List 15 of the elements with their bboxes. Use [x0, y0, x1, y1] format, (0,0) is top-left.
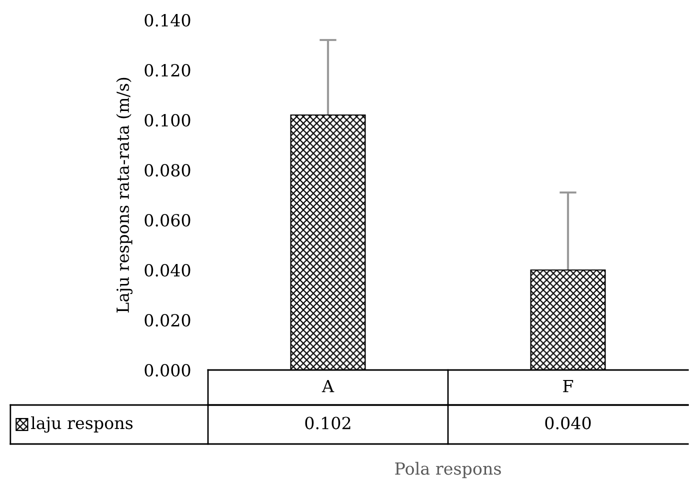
y-tick-label: 0.100 — [144, 114, 190, 127]
legend-label: laju respons — [31, 416, 133, 433]
y-tick-label: 0.080 — [144, 164, 190, 177]
y-tick-label: 0.140 — [144, 14, 190, 27]
y-tick-label: 0.000 — [144, 364, 190, 377]
y-tick-label: 0.020 — [144, 314, 190, 327]
x-tick-label: A — [322, 380, 334, 392]
y-tick-label: 0.060 — [144, 214, 190, 227]
data-label: 0.040 — [545, 416, 591, 430]
y-axis-title: Laju respons rata-rata (m/s) — [116, 78, 133, 313]
data-label: 0.102 — [305, 416, 350, 430]
y-tick-label: 0.040 — [144, 264, 190, 277]
x-tick-label: F — [563, 380, 574, 392]
x-axis-title: Pola respons — [395, 462, 501, 478]
y-tick-label: 0.120 — [144, 64, 190, 77]
